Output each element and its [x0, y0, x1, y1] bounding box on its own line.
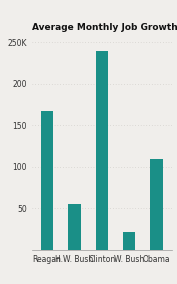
Bar	[96, 51, 108, 250]
Bar	[123, 232, 135, 250]
Text: Average Monthly Job Growth By President: Average Monthly Job Growth By President	[32, 23, 177, 32]
Bar	[41, 111, 53, 250]
Bar	[68, 204, 81, 250]
Bar	[150, 158, 163, 250]
